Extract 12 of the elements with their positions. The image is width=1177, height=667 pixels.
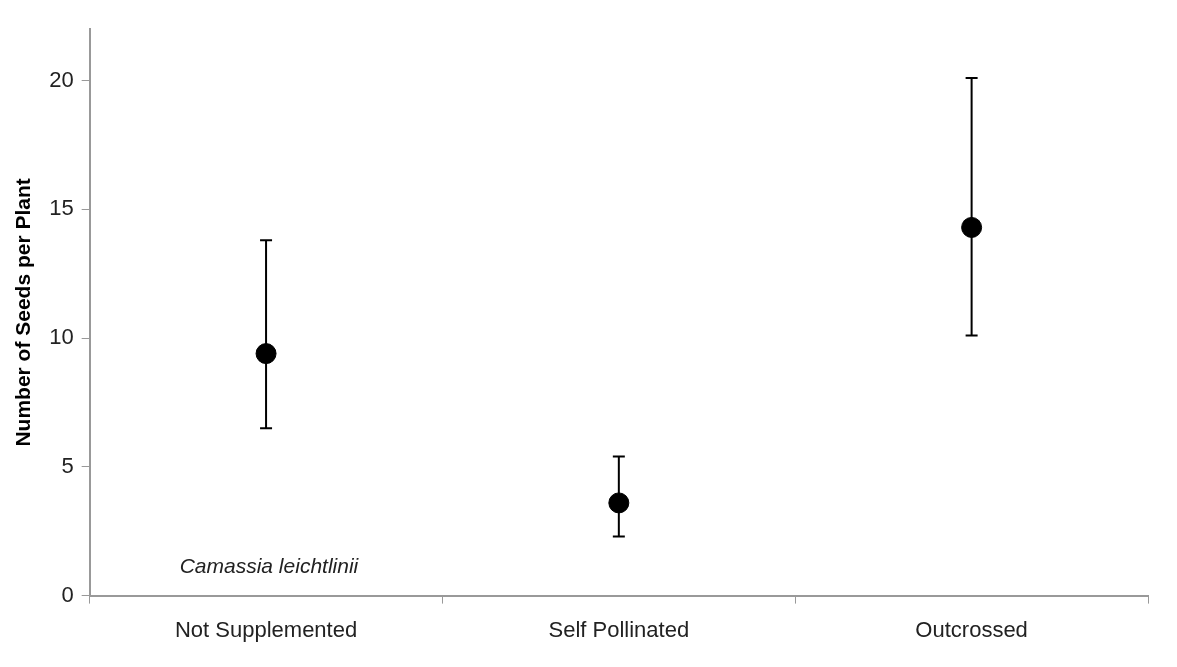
point bbox=[608, 492, 630, 514]
annotation: Camassia leichtlinii bbox=[179, 553, 360, 577]
y-tick-label: 20 bbox=[49, 66, 74, 92]
y-tick-label: 10 bbox=[49, 324, 74, 350]
point bbox=[255, 343, 277, 365]
x-tick-label: Self Pollinated bbox=[548, 616, 690, 642]
x-tick-label: Outcrossed bbox=[915, 616, 1028, 642]
y-tick-label: 0 bbox=[61, 581, 74, 607]
y-tick-label: 15 bbox=[49, 195, 74, 221]
y-axis-title: Number of Seeds per Plant bbox=[11, 178, 35, 447]
y-tick-label: 5 bbox=[61, 452, 74, 478]
x-tick-label: Not Supplemented bbox=[174, 616, 358, 642]
